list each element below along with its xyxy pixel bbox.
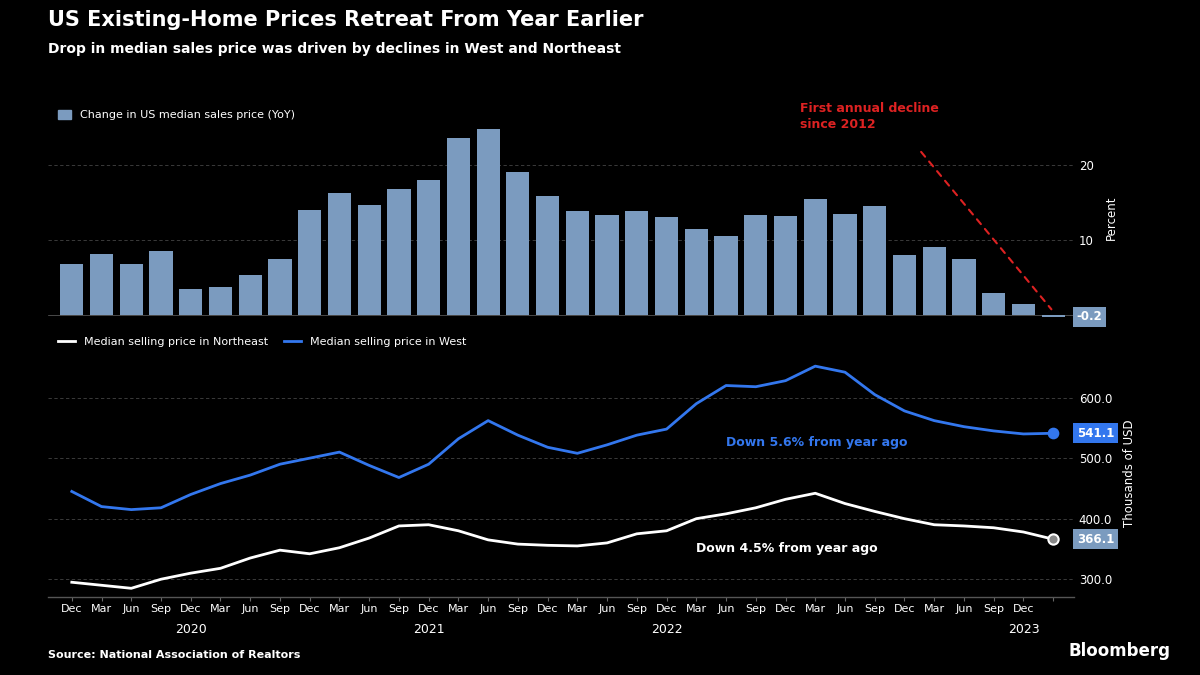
Text: 2020: 2020: [175, 623, 206, 636]
Text: 541.1: 541.1: [1076, 427, 1114, 440]
Y-axis label: Percent: Percent: [1105, 195, 1118, 240]
Legend: Change in US median sales price (YoY): Change in US median sales price (YoY): [54, 106, 300, 125]
Bar: [358, 205, 380, 315]
Bar: [744, 215, 767, 315]
Bar: [923, 247, 946, 315]
Bar: [328, 192, 352, 315]
Bar: [834, 215, 857, 315]
Bar: [804, 199, 827, 315]
Point: [1044, 428, 1063, 439]
Bar: [150, 251, 173, 315]
Text: First annual decline
since 2012: First annual decline since 2012: [800, 102, 940, 131]
Bar: [982, 293, 1006, 315]
Bar: [774, 216, 797, 315]
Bar: [120, 264, 143, 315]
Bar: [179, 289, 203, 315]
Text: Bloomberg: Bloomberg: [1068, 642, 1170, 660]
Bar: [476, 129, 499, 315]
Bar: [1012, 304, 1036, 315]
Bar: [298, 210, 322, 315]
Text: US Existing-Home Prices Retreat From Year Earlier: US Existing-Home Prices Retreat From Yea…: [48, 10, 643, 30]
Bar: [714, 236, 738, 315]
Bar: [625, 211, 648, 315]
Bar: [536, 196, 559, 315]
Text: 2021: 2021: [413, 623, 444, 636]
Bar: [685, 229, 708, 315]
Bar: [418, 180, 440, 315]
Text: 366.1: 366.1: [1076, 533, 1114, 545]
Text: 2022: 2022: [650, 623, 683, 636]
Text: Down 5.6% from year ago: Down 5.6% from year ago: [726, 436, 907, 449]
Bar: [60, 264, 83, 315]
Bar: [506, 172, 529, 315]
Text: 2023: 2023: [1008, 623, 1039, 636]
Bar: [595, 215, 619, 315]
Bar: [565, 211, 589, 315]
Bar: [446, 138, 470, 315]
Bar: [655, 217, 678, 315]
Text: Drop in median sales price was driven by declines in West and Northeast: Drop in median sales price was driven by…: [48, 42, 622, 56]
Bar: [893, 255, 916, 315]
Bar: [953, 259, 976, 315]
Bar: [90, 254, 113, 315]
Bar: [1042, 315, 1064, 317]
Bar: [269, 259, 292, 315]
Bar: [388, 189, 410, 315]
Text: Down 4.5% from year ago: Down 4.5% from year ago: [696, 542, 878, 555]
Bar: [209, 287, 232, 315]
Text: Source: National Association of Realtors: Source: National Association of Realtors: [48, 650, 300, 660]
Bar: [863, 206, 887, 315]
Y-axis label: Thousands of USD: Thousands of USD: [1123, 419, 1136, 527]
Point: [1044, 534, 1063, 545]
Legend: Median selling price in Northeast, Median selling price in West: Median selling price in Northeast, Media…: [54, 332, 470, 352]
Bar: [239, 275, 262, 315]
Text: -0.2: -0.2: [1076, 310, 1103, 323]
